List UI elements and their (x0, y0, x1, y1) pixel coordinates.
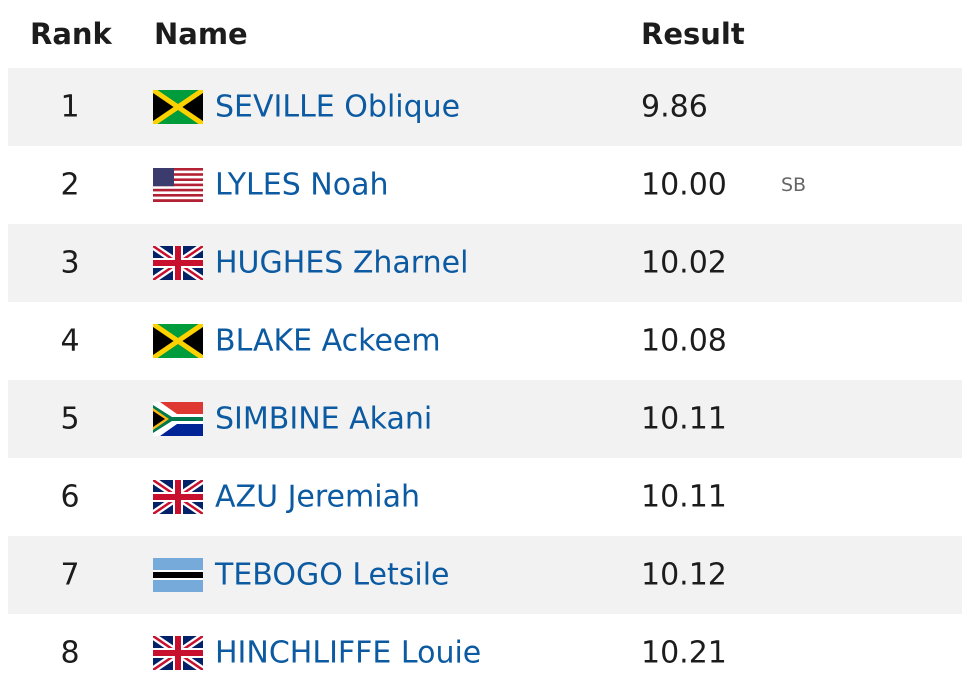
result: 10.12 (641, 557, 727, 593)
flag (153, 324, 203, 358)
flag (153, 402, 203, 436)
flag (153, 90, 203, 124)
rank: 7 (60, 557, 80, 593)
result-row: 3 HUGHES Zharnel 10.02 (8, 224, 962, 302)
athlete-link[interactable]: TEBOGO Letsile (215, 557, 450, 593)
header-row: Rank Name Result (8, 0, 962, 68)
result: 10.21 (641, 635, 727, 671)
result: 10.11 (641, 401, 727, 437)
flag-icon (153, 168, 203, 202)
rank: 3 (60, 245, 80, 281)
result: 9.86 (641, 89, 708, 125)
athlete-link[interactable]: SEVILLE Oblique (215, 89, 461, 125)
flag-icon (153, 480, 203, 514)
flag (153, 168, 203, 202)
flag-icon (153, 246, 203, 280)
result-row: 6 AZU Jeremiah 10.11 (8, 458, 962, 536)
flag-icon (153, 636, 203, 670)
flag (153, 246, 203, 280)
result-row: 2 LYLES Noah 10.00 SB (8, 146, 962, 224)
column-header: Rank (30, 17, 112, 51)
rank: 1 (60, 89, 80, 125)
result-row: 5 SIMBINE Akani 10.11 (8, 380, 962, 458)
flag-icon (153, 402, 203, 436)
athlete-link[interactable]: HUGHES Zharnel (215, 245, 469, 281)
athlete-link[interactable]: AZU Jeremiah (215, 479, 420, 515)
results-table: Rank Name Result 1 SEVILLE Oblique 9.86 2 LY… (8, 0, 962, 692)
flag (153, 636, 203, 670)
athlete-link[interactable]: BLAKE Ackeem (215, 323, 441, 359)
rank: 2 (60, 167, 80, 203)
result-row: 1 SEVILLE Oblique 9.86 (8, 68, 962, 146)
result-row: 7 TEBOGO Letsile 10.12 (8, 536, 962, 614)
result: 10.11 (641, 479, 727, 515)
athlete-link[interactable]: SIMBINE Akani (215, 401, 433, 437)
flag (153, 558, 203, 592)
column-header: Name (154, 17, 248, 51)
rank: 5 (60, 401, 80, 437)
result: 10.00 (641, 167, 727, 203)
result-row: 8 HINCHLIFFE Louie 10.21 (8, 614, 962, 692)
record-note: SB (781, 174, 807, 196)
athlete-link[interactable]: HINCHLIFFE Louie (215, 635, 482, 671)
flag-icon (153, 558, 203, 592)
rows: 1 SEVILLE Oblique 9.86 2 LYLES Noah 10.00 SB 3 H… (8, 68, 962, 692)
result: 10.08 (641, 323, 727, 359)
column-header: Result (641, 17, 745, 51)
result-row: 4 BLAKE Ackeem 10.08 (8, 302, 962, 380)
rank: 4 (60, 323, 80, 359)
athlete-link[interactable]: LYLES Noah (215, 167, 389, 203)
result: 10.02 (641, 245, 727, 281)
rank: 6 (60, 479, 80, 515)
flag-icon (153, 324, 203, 358)
flag-icon (153, 90, 203, 124)
rank: 8 (60, 635, 80, 671)
flag (153, 480, 203, 514)
